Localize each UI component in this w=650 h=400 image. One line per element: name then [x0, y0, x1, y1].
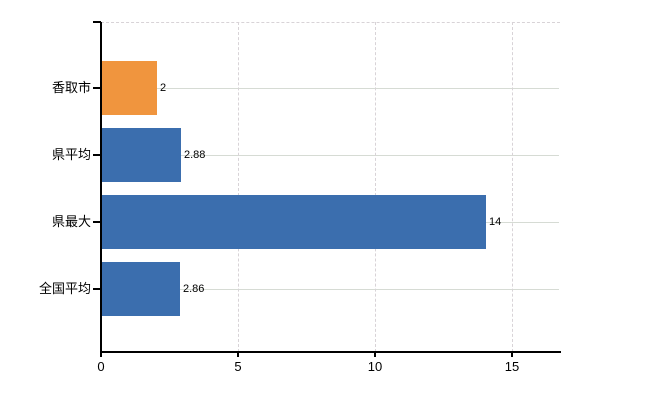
category-label: 県平均	[51, 147, 91, 162]
category-label: 県最大	[51, 214, 91, 229]
y-axis-tick	[93, 154, 101, 156]
x-axis-tick	[100, 352, 102, 357]
x-axis-tick-label: 5	[234, 359, 242, 374]
y-axis-line	[100, 22, 102, 353]
y-axis-top-tick	[93, 21, 101, 23]
value-label: 2.86	[183, 283, 205, 295]
x-axis-tick-label: 10	[367, 359, 383, 374]
x-axis-tick	[374, 352, 376, 357]
horizontal-gridline	[101, 88, 559, 89]
y-axis-tick	[93, 221, 101, 223]
category-label: 全国平均	[38, 281, 91, 296]
value-label: 2.88	[184, 149, 206, 161]
bar-県最大[interactable]	[102, 195, 486, 249]
value-label: 14	[489, 216, 502, 228]
x-axis-tick	[237, 352, 239, 357]
bar-香取市[interactable]	[102, 61, 157, 115]
bar-全国平均[interactable]	[102, 262, 180, 316]
x-axis-tick	[511, 352, 513, 357]
vertical-gridline	[375, 22, 376, 352]
vertical-gridline	[238, 22, 239, 352]
bar-県平均[interactable]	[102, 128, 181, 182]
y-axis-tick	[93, 87, 101, 89]
vertical-gridline	[512, 22, 513, 352]
category-label: 香取市	[51, 80, 91, 95]
y-axis-tick	[93, 288, 101, 290]
horizontal-gridline	[101, 289, 559, 290]
plot-top-border	[101, 22, 560, 23]
x-axis-tick-label: 0	[97, 359, 105, 374]
value-label: 2	[160, 82, 167, 94]
x-axis-line	[100, 351, 561, 353]
x-axis-tick-label: 15	[504, 359, 520, 374]
horizontal-gridline	[101, 155, 559, 156]
